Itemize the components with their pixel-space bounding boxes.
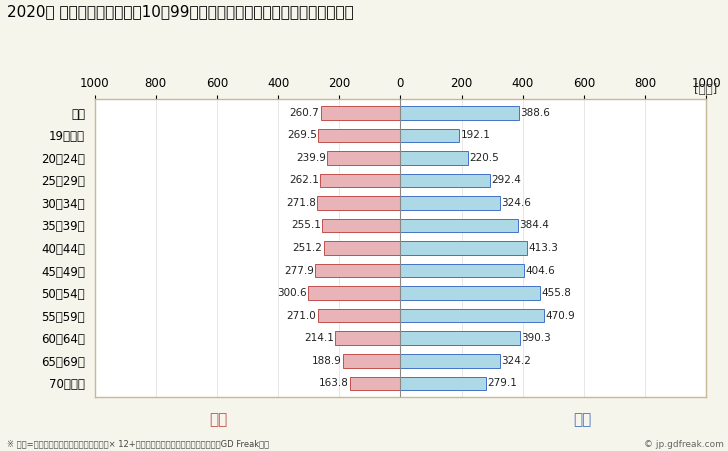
Text: 269.5: 269.5 (287, 130, 317, 140)
Bar (400, 354, 499, 368)
Text: 277.9: 277.9 (285, 266, 314, 276)
Text: 188.9: 188.9 (312, 356, 341, 366)
Text: 2020年 民間企業（従業者数10～99人）フルタイム労働者の男女別平均年収: 2020年 民間企業（従業者数10～99人）フルタイム労働者の男女別平均年収 (7, 5, 354, 19)
Bar (400, 196, 499, 210)
Bar (323, 219, 400, 232)
Text: 192.1: 192.1 (460, 130, 490, 140)
Text: ※ 年収=「きまって支給する現金給与額」× 12+「年間賞与その他特別給与額」としてGD Freak推計: ※ 年収=「きまって支給する現金給与額」× 12+「年間賞与その他特別給与額」と… (7, 440, 269, 449)
Text: 324.6: 324.6 (501, 198, 531, 208)
Bar (400, 264, 524, 277)
Bar (400, 331, 520, 345)
Bar (400, 151, 468, 165)
Bar (400, 129, 459, 142)
Bar (400, 309, 545, 322)
Bar (320, 174, 400, 187)
Bar (400, 219, 518, 232)
Text: 260.7: 260.7 (290, 108, 320, 118)
Text: 271.8: 271.8 (286, 198, 316, 208)
Bar (400, 377, 486, 390)
Bar (343, 354, 400, 368)
Bar (309, 286, 400, 300)
Bar (335, 331, 400, 345)
Bar (317, 309, 400, 322)
Text: 279.1: 279.1 (487, 378, 517, 388)
Bar (323, 241, 400, 255)
Text: 384.4: 384.4 (519, 221, 549, 230)
Text: 271.0: 271.0 (287, 311, 316, 321)
Text: 390.3: 390.3 (521, 333, 550, 343)
Text: 220.5: 220.5 (469, 153, 499, 163)
Text: 324.2: 324.2 (501, 356, 531, 366)
Text: 300.6: 300.6 (277, 288, 307, 298)
Text: 388.6: 388.6 (521, 108, 550, 118)
Text: 413.3: 413.3 (528, 243, 558, 253)
Text: 女性: 女性 (209, 412, 228, 427)
Bar (318, 129, 400, 142)
Text: [万円]: [万円] (694, 83, 717, 97)
Bar (400, 241, 527, 255)
Text: 292.4: 292.4 (491, 175, 521, 185)
Bar (400, 106, 519, 120)
Bar (400, 174, 490, 187)
Text: 404.6: 404.6 (526, 266, 555, 276)
Text: 239.9: 239.9 (296, 153, 326, 163)
Bar (400, 286, 539, 300)
Bar (315, 264, 400, 277)
Text: 251.2: 251.2 (293, 243, 323, 253)
Text: 163.8: 163.8 (319, 378, 349, 388)
Text: 470.9: 470.9 (545, 311, 575, 321)
Bar (321, 106, 400, 120)
Bar (317, 196, 400, 210)
Bar (327, 151, 400, 165)
Text: 男性: 男性 (573, 412, 592, 427)
Text: 262.1: 262.1 (289, 175, 319, 185)
Text: 455.8: 455.8 (541, 288, 571, 298)
Text: © jp.gdfreak.com: © jp.gdfreak.com (644, 440, 724, 449)
Bar (350, 377, 400, 390)
Text: 214.1: 214.1 (304, 333, 333, 343)
Text: 255.1: 255.1 (291, 221, 321, 230)
